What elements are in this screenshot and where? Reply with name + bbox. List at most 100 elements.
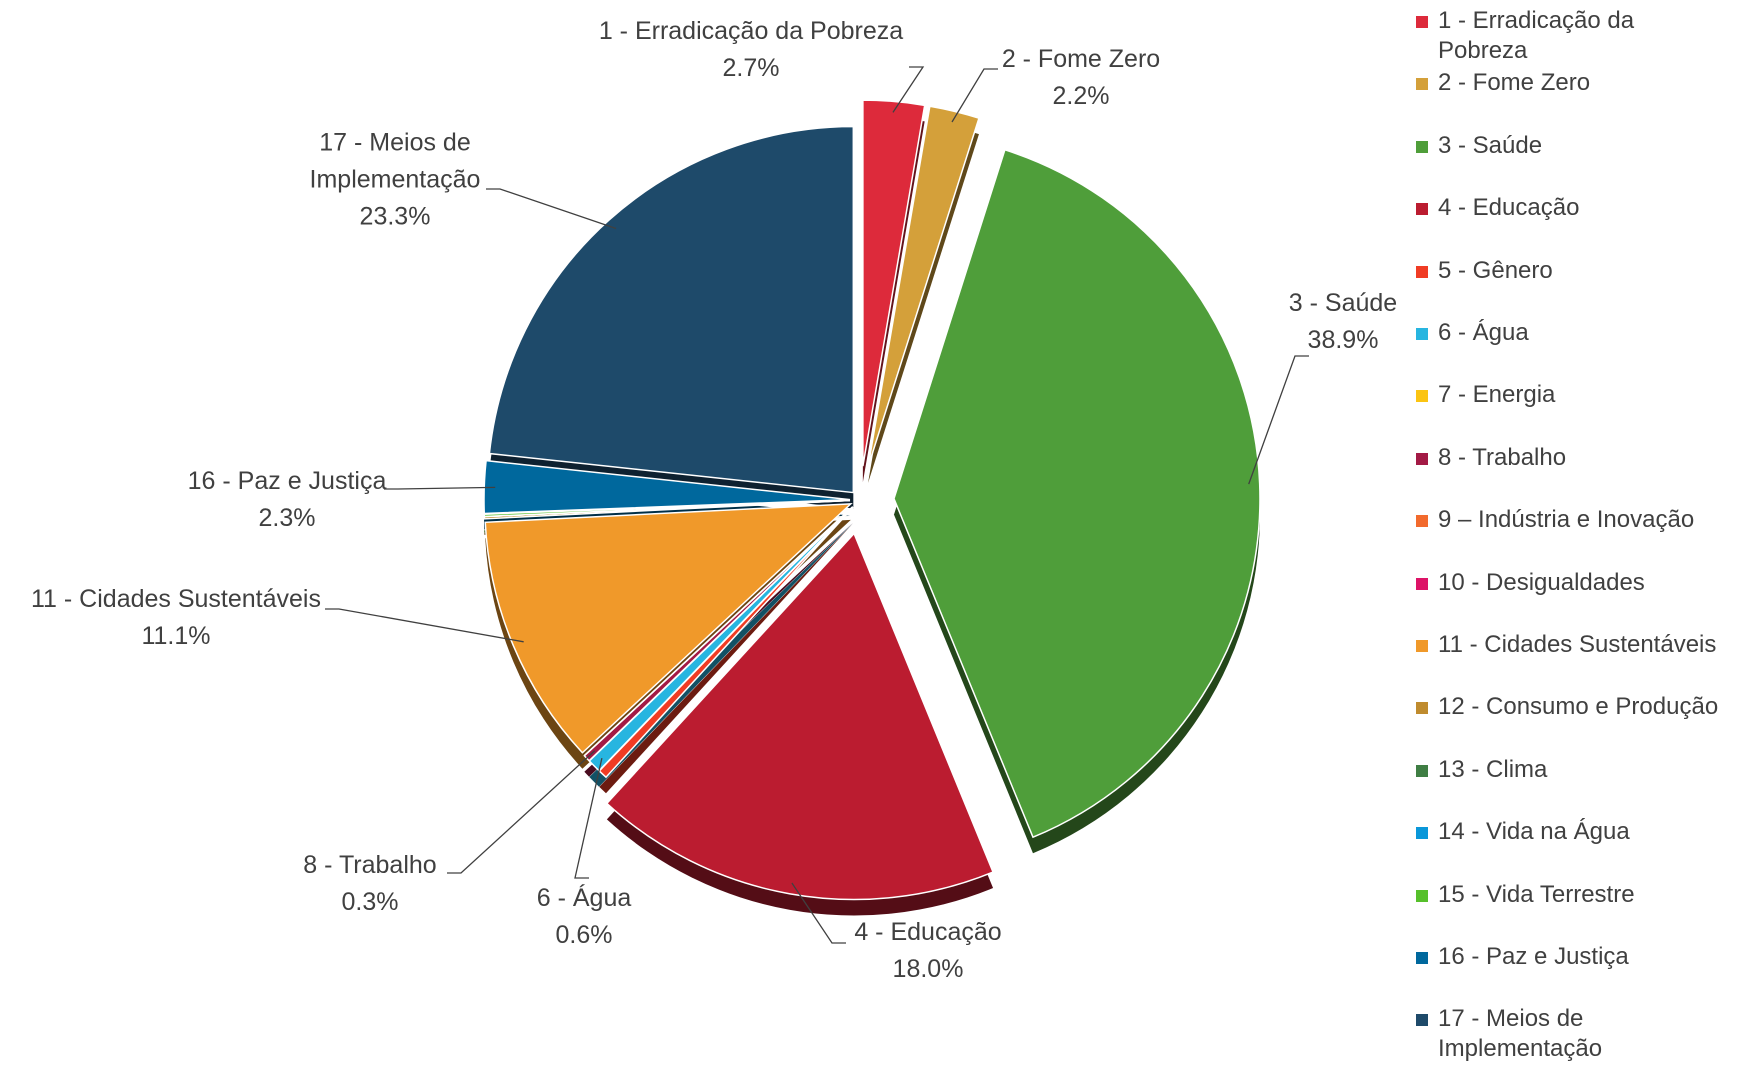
data-label-value: 0.6% [555,921,613,949]
slice [867,105,980,468]
legend-item: 1 - Erradicação da Pobreza [1416,6,1742,66]
legend-item: 11 - Cidades Sustentáveis [1416,630,1742,660]
legend-item: 9 – Indústria e Inovação [1416,505,1742,535]
legend-text: 3 - Saúde [1438,131,1543,159]
legend-swatch [1416,16,1428,28]
legend-swatch [1416,889,1428,902]
data-label: 3 - Saúde 38.9% [1289,285,1397,359]
leader-line [1248,355,1309,485]
legend-item: 15 - Vida Terrestre [1416,880,1742,910]
legend-swatch [1416,827,1428,840]
data-label-name: 6 - Água [536,884,632,912]
legend-swatch [1416,203,1428,216]
legend-swatch [1416,764,1428,777]
legend-item: 13 - Clima [1416,755,1742,785]
data-label-value: 2.2% [1052,82,1110,110]
slice [583,506,854,757]
data-label-name: 17 - Meios de Implementação [309,128,481,194]
slices [483,99,1261,901]
legend-text: 1 - Erradicação da Pobreza [1438,7,1635,64]
legend-text: 2 - Fome Zero [1438,69,1591,97]
legend-swatch [1416,140,1428,153]
data-label-name: 16 - Paz e Justiça [187,467,387,495]
data-label-value: 38.9% [1307,326,1379,354]
data-label-name: 1 - Erradicação da Pobreza [598,17,904,45]
data-label-value: 2.3% [258,504,316,532]
data-label: 2 - Fome Zero 2.2% [1002,41,1160,115]
legend-item: 16 - Paz e Justiça [1416,942,1742,972]
data-label-value: 0.3% [341,888,399,916]
leader-line [486,188,617,230]
legend-text: 14 - Vida na Água [1438,818,1630,846]
leader-line [384,486,496,490]
legend-text: 16 - Paz e Justiça [1438,943,1629,970]
data-label-value: 11.1% [141,622,211,650]
data-label: 11 - Cidades Sustentáveis 11.1% [31,581,321,655]
data-label: 4 - Educação 18.0% [854,914,1001,988]
data-label: 17 - Meios de Implementação 23.3% [295,125,495,236]
slice [483,499,851,518]
data-label: 16 - Paz e Justiça 2.3% [188,463,387,537]
legend-swatch [1416,328,1428,340]
data-label: 6 - Água 0.6% [537,880,632,954]
legend-item: 2 - Fome Zero [1416,68,1742,98]
legend-item: 7 - Energia [1416,380,1742,410]
data-label-name: 8 - Trabalho [303,851,437,879]
legend-text: 17 - Meios de Implementação [1438,1005,1603,1063]
slice [893,148,1261,839]
leader-line [447,750,596,874]
legend-swatch [1416,577,1428,590]
legend-text: 15 - Vida Terrestre [1438,880,1635,908]
legend-swatch [1416,78,1428,91]
legend-text: 9 – Indústria e Inovação [1438,506,1695,534]
legend-item: 17 - Meios de Implementação [1416,1004,1742,1064]
legend-swatch [1416,390,1428,403]
legend-item: 10 - Desigualdades [1416,568,1742,598]
leader-line [574,757,603,879]
legend-item: 6 - Água [1416,318,1742,348]
slice-side [868,122,979,483]
legend-swatch [1416,265,1428,278]
legend-swatch [1416,1014,1428,1027]
data-label-name: 11 - Cidades Sustentáveis [31,585,321,613]
slice [488,125,855,494]
slice [484,503,853,754]
legend-text: 10 - Desigualdades [1438,568,1645,596]
legend-swatch [1416,952,1428,964]
legend-item: 8 - Trabalho [1416,443,1742,473]
legend-item: 14 - Vida na Água [1416,817,1742,847]
legend-text: 4 - Educação [1438,194,1580,222]
legend-item: 12 - Consumo e Produção [1416,692,1742,722]
leader-line [791,882,846,944]
legend-text: 11 - Cidades Sustentáveis [1438,631,1717,658]
legend-item: 5 - Gênero [1416,256,1742,286]
slice-side [599,523,854,794]
leader-line [951,68,998,123]
legend-text: 8 - Trabalho [1438,443,1567,471]
legend-item: 3 - Saúde [1416,131,1742,161]
data-label-value: 18.0% [892,955,964,983]
legend-swatch [1416,702,1428,715]
legend-text: 12 - Consumo e Produção [1438,693,1719,721]
legend-text: 13 - Clima [1438,755,1548,783]
leader-line [325,608,524,643]
slice [605,532,995,901]
data-label-value: 23.3% [359,202,431,231]
data-label: 1 - Erradicação da Pobreza 2.7% [599,13,903,87]
data-label-value: 2.7% [722,54,780,82]
legend-text: 5 - Gênero [1438,256,1553,284]
data-label-name: 2 - Fome Zero [1001,45,1161,73]
legend-text: 7 - Energia [1438,381,1556,409]
data-label: 8 - Trabalho 0.3% [303,847,436,921]
legend-text: 6 - Água [1438,319,1529,346]
slice [862,99,926,467]
legend-swatch [1416,515,1428,528]
legend-swatch [1416,640,1428,652]
legend-item: 4 - Educação [1416,193,1742,223]
data-label-name: 3 - Saúde [1288,289,1398,317]
legend-swatch [1416,452,1428,465]
data-label-name: 4 - Educação [854,918,1002,946]
leader-line [892,66,925,113]
